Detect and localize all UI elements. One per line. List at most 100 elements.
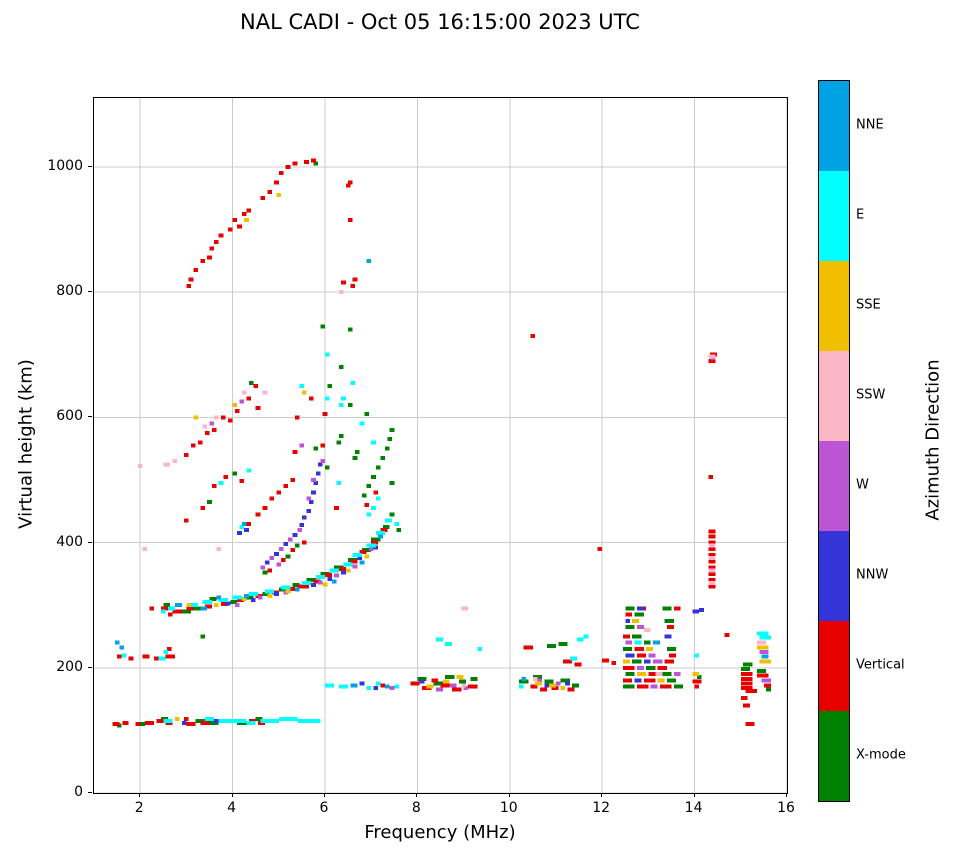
data-bin-e	[260, 718, 279, 723]
data-bin-e	[232, 595, 242, 600]
data-bin-x-mode	[246, 595, 254, 600]
data-bin-x-mode	[389, 481, 395, 486]
data-bin-vertical	[648, 672, 658, 677]
data-bin-ssw	[216, 546, 222, 551]
data-bin-nnw	[301, 515, 307, 520]
data-bin-vertical	[209, 246, 215, 251]
colorbar-label-ssw: SSW	[856, 387, 886, 403]
data-bin-e	[336, 481, 342, 486]
data-bin-vertical	[166, 646, 172, 651]
data-bin-x-mode	[200, 634, 205, 639]
data-bin-nne	[174, 603, 182, 608]
data-bin-nnw	[274, 551, 279, 556]
data-bin-e	[694, 653, 700, 658]
data-bin-ssw	[708, 543, 716, 548]
plot-area	[93, 97, 788, 794]
data-bin-x-mode	[262, 570, 268, 575]
data-bin-nnw	[308, 499, 314, 504]
data-bin-vertical	[708, 540, 716, 545]
data-bin-w	[650, 684, 658, 689]
data-bin-e	[246, 720, 256, 725]
data-bin-x-mode	[625, 606, 635, 611]
data-bin-vertical	[352, 277, 358, 282]
data-bin-nne	[359, 560, 365, 565]
data-bin-vertical	[740, 695, 748, 700]
data-bin-w	[389, 685, 395, 690]
data-bin-ssw	[756, 640, 767, 645]
data-bin-vertical	[301, 584, 309, 589]
data-bin-vertical	[350, 283, 356, 288]
data-bin-vertical	[246, 208, 252, 213]
data-bin-vertical	[523, 645, 533, 650]
data-bin-ssw	[163, 462, 171, 467]
data-bin-e	[371, 506, 376, 511]
data-bin-vertical	[740, 681, 753, 686]
data-bin-w	[435, 687, 443, 692]
data-bin-vertical	[232, 218, 238, 223]
data-bin-sse	[456, 675, 464, 680]
data-bin-x-mode	[625, 625, 635, 630]
data-bin-nnw	[341, 570, 346, 575]
data-bin-x-mode	[417, 677, 427, 682]
data-bin-ssw	[241, 390, 247, 395]
data-bin-nne	[114, 640, 120, 645]
data-bin-w	[352, 564, 358, 569]
y-tick-label: 600	[56, 408, 83, 425]
data-bin-x-mode	[743, 662, 753, 667]
data-bin-w	[311, 477, 316, 482]
data-bin-e	[394, 521, 399, 526]
data-bin-x-mode	[325, 465, 330, 470]
data-bin-vertical	[160, 606, 168, 611]
data-bin-vertical	[188, 277, 194, 282]
data-bin-w	[239, 399, 245, 404]
data-bin-sse	[193, 415, 198, 420]
data-bin-x-mode	[327, 384, 332, 389]
data-bin-nnw	[373, 685, 379, 690]
data-bin-vertical	[184, 717, 189, 722]
x-tickmark	[139, 793, 141, 797]
data-bin-x-mode	[306, 578, 316, 583]
data-bin-vertical	[117, 654, 122, 659]
data-bin-x-mode	[662, 672, 672, 677]
data-bin-nnw	[318, 462, 323, 467]
data-bin-vertical	[756, 673, 769, 678]
data-bin-x-mode	[696, 675, 702, 680]
data-bin-x-mode	[546, 643, 556, 648]
data-bin-e	[325, 352, 330, 357]
data-bin-nne	[761, 654, 769, 659]
data-bin-e	[375, 681, 381, 686]
data-bin-w	[260, 565, 265, 570]
data-bin-w	[288, 537, 293, 542]
data-bin-e	[218, 481, 224, 486]
data-bin-e	[371, 440, 376, 445]
data-bin-sse	[759, 659, 771, 664]
data-bin-e	[158, 656, 166, 661]
data-bin-vertical	[278, 171, 284, 176]
data-bin-vertical	[708, 553, 716, 558]
data-bin-x-mode	[371, 537, 381, 542]
data-bin-vertical	[128, 656, 134, 661]
data-bin-x-mode	[313, 161, 319, 166]
y-tickmark	[88, 416, 92, 418]
y-tick-label: 200	[56, 658, 83, 675]
data-bin-vertical	[622, 634, 630, 639]
data-bin-nnw	[634, 678, 642, 683]
data-bin-vertical	[304, 159, 309, 164]
data-bin-sse	[622, 659, 630, 664]
x-tickmark	[693, 793, 695, 797]
data-bin-x-mode	[387, 437, 392, 442]
data-bin-vertical	[211, 427, 217, 432]
data-bin-e	[278, 717, 298, 722]
data-bin-vertical	[255, 512, 261, 517]
data-bin-x-mode	[334, 565, 344, 570]
data-bin-sse	[364, 554, 369, 559]
data-bin-vertical	[338, 566, 346, 571]
data-bin-ssw	[202, 424, 208, 429]
data-bin-vertical	[611, 660, 617, 665]
data-bin-x-mode	[622, 646, 633, 651]
x-tickmark	[324, 793, 325, 797]
data-bin-vertical	[285, 164, 291, 169]
data-bin-vertical	[204, 430, 210, 435]
x-tickmark	[508, 793, 510, 797]
data-bin-e	[299, 384, 305, 389]
